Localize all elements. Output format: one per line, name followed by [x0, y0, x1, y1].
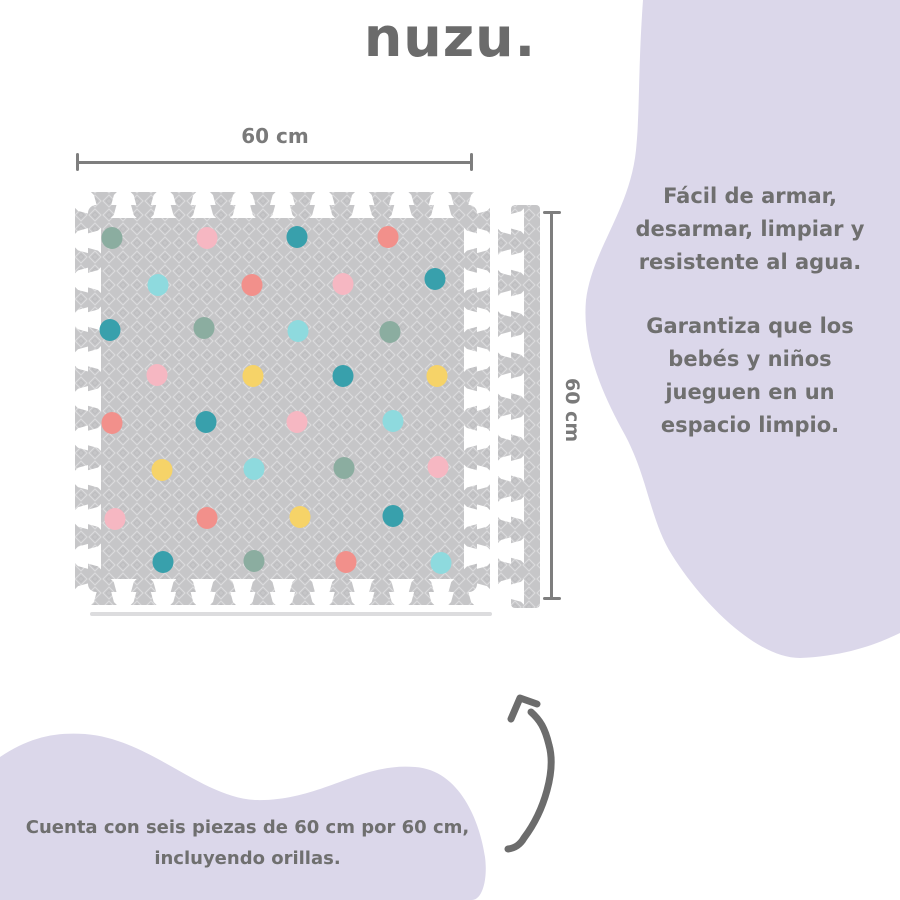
mat-dot-teal [99, 319, 121, 341]
mat-dot-teal [152, 551, 174, 573]
mat-dot-yellow [289, 506, 311, 528]
play-mat-illustration [75, 192, 540, 616]
width-dimension-tick-right [470, 153, 473, 171]
feature-line: desarmar, limpiar y [635, 217, 865, 241]
feature-line: resistente al agua. [638, 250, 862, 274]
footer-caption: Cuenta con seis piezas de 60 cm por 60 c… [0, 812, 495, 874]
mat-dot-teal [195, 411, 217, 433]
height-dimension-tick-bottom [543, 597, 561, 600]
feature-line: espacio limpio. [660, 413, 840, 437]
mat-dot-sage [333, 457, 355, 479]
feature-paragraph-clean-space: Garantiza que los bebés y niños jueguen … [600, 310, 900, 442]
width-dimension-line [77, 161, 473, 164]
mat-dot-salmon [377, 226, 399, 248]
height-dimension-tick-top [543, 211, 561, 214]
mat-dot-salmon [196, 507, 218, 529]
footer-line: incluyendo orillas. [154, 848, 341, 869]
mat-dot-yellow [151, 459, 173, 481]
mat-dot-salmon [101, 412, 123, 434]
mat-dot-sage [193, 317, 215, 339]
feature-line: bebés y niños [668, 347, 832, 371]
mat-dot-yellow [426, 365, 448, 387]
feature-line: Garantiza que los [646, 314, 854, 338]
mat-dot-pink [196, 227, 218, 249]
mat-dot-pink [332, 273, 354, 295]
feature-paragraph-easy-clean: Fácil de armar, desarmar, limpiar y resi… [600, 180, 900, 279]
mat-dot-yellow [242, 365, 264, 387]
mat-dot-pink [104, 508, 126, 530]
footer-line: Cuenta con seis piezas de 60 cm por 60 c… [25, 817, 470, 838]
mat-dot-teal [424, 268, 446, 290]
mat-dot-salmon [241, 274, 263, 296]
curved-arrow-shaft [504, 708, 555, 853]
width-dimension-label: 60 cm [241, 124, 309, 148]
mat-dot-cyan [382, 410, 404, 432]
mat-dot-teal [332, 365, 354, 387]
mat-dot-teal [382, 505, 404, 527]
mat-dot-cyan [243, 458, 265, 480]
mat-dot-sage [243, 550, 265, 572]
width-dimension-tick-left [76, 153, 79, 171]
mat-dot-sage [101, 227, 123, 249]
curved-arrow-icon [504, 694, 555, 853]
brand-logo: nuzu. [363, 6, 537, 69]
height-dimension-label: 60 cm [561, 377, 583, 443]
mat-main-tile [75, 192, 490, 605]
mat-dot-salmon [335, 551, 357, 573]
mat-dot-pink [146, 364, 168, 386]
mat-dot-cyan [287, 320, 309, 342]
mat-dot-sage [379, 321, 401, 343]
mat-dot-pink [427, 456, 449, 478]
mat-dots [99, 226, 452, 574]
height-dimension-line [550, 213, 553, 600]
features-text: Fácil de armar, desarmar, limpiar y resi… [600, 180, 900, 473]
mat-dot-pink [286, 411, 308, 433]
mat-shadow [90, 612, 492, 616]
feature-line: jueguen en un [665, 380, 835, 404]
mat-dot-teal [286, 226, 308, 248]
feature-line: Fácil de armar, [663, 184, 837, 208]
curved-arrow-head [507, 694, 541, 723]
mat-dot-cyan [147, 274, 169, 296]
mat-dot-cyan [430, 552, 452, 574]
mat-adjacent-tile [498, 205, 540, 608]
